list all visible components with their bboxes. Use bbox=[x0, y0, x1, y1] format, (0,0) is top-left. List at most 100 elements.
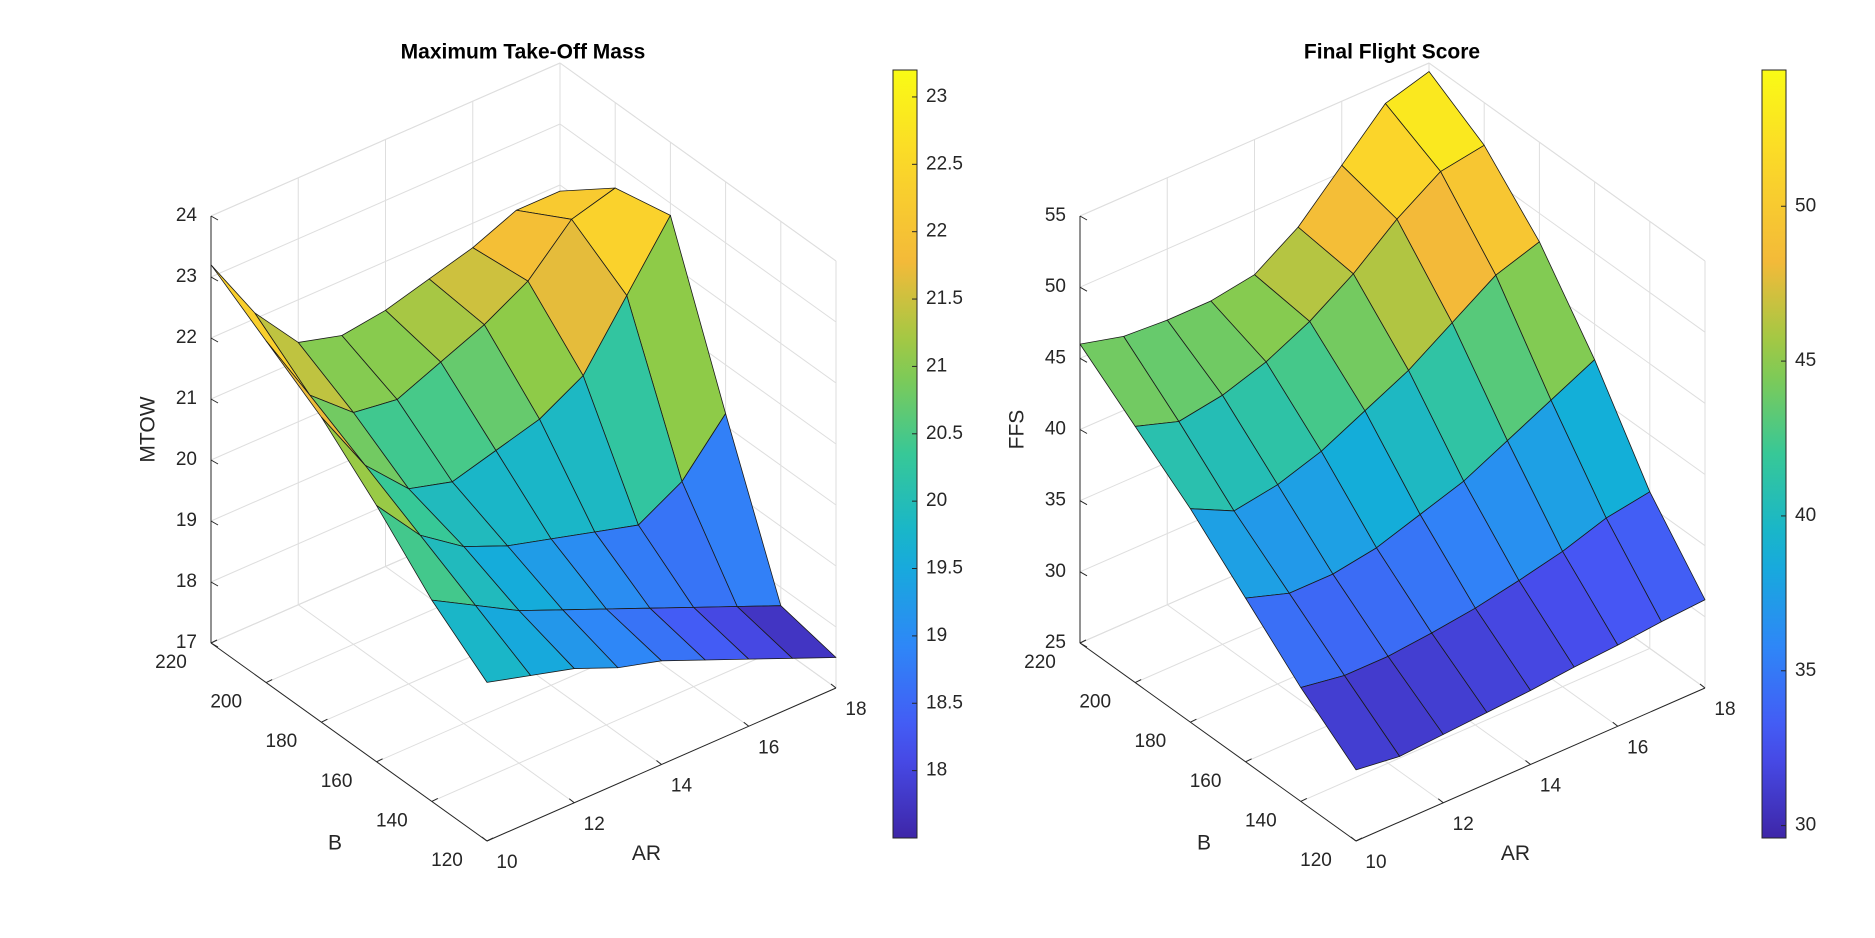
colorbar-tick-label: 22 bbox=[926, 221, 947, 242]
surface-face bbox=[1300, 675, 1401, 771]
x-tick bbox=[1699, 683, 1706, 689]
z-tick bbox=[210, 398, 219, 404]
z-tick bbox=[210, 581, 219, 587]
y-tick bbox=[1190, 718, 1197, 723]
colorbar-tick-label: 45 bbox=[1795, 350, 1816, 371]
x-tick bbox=[656, 760, 662, 765]
y-tick bbox=[1355, 837, 1363, 842]
y-tick-label: 120 bbox=[1300, 850, 1332, 871]
z-tick-label: 30 bbox=[1045, 561, 1066, 582]
colorbar bbox=[1761, 69, 1787, 839]
z-tick-label: 45 bbox=[1045, 347, 1066, 368]
z-tick-label: 23 bbox=[176, 266, 197, 287]
x-tick bbox=[1525, 760, 1531, 765]
colorbar-tick-label: 19.5 bbox=[926, 558, 963, 579]
y-tick-label: 220 bbox=[155, 652, 187, 673]
surface-face bbox=[431, 599, 532, 683]
z-tick bbox=[1079, 571, 1088, 577]
x-tick-label: 18 bbox=[845, 699, 866, 720]
x-tick-label: 12 bbox=[584, 814, 605, 835]
y-tick-label: 220 bbox=[1024, 652, 1056, 673]
colorbar-tick-label: 21 bbox=[926, 355, 947, 376]
z-tick bbox=[210, 276, 219, 282]
y-tick-label: 160 bbox=[321, 771, 353, 792]
colorbar-tick-label: 35 bbox=[1795, 660, 1816, 681]
y-tick-label: 120 bbox=[431, 850, 463, 871]
colorbar-tick-label: 18 bbox=[926, 760, 947, 781]
colorbar-tick-label: 22.5 bbox=[926, 153, 963, 174]
y-tick-label: 180 bbox=[1135, 731, 1167, 752]
z-tick bbox=[210, 459, 219, 465]
z-tick-label: 19 bbox=[176, 510, 197, 531]
z-tick bbox=[1079, 500, 1088, 506]
y-tick bbox=[376, 758, 383, 763]
y-axis bbox=[210, 642, 488, 842]
y-tick-label: 140 bbox=[1245, 810, 1277, 831]
z-tick-label: 24 bbox=[176, 205, 198, 226]
grid-line bbox=[210, 62, 561, 217]
y-axis-label: B bbox=[1197, 832, 1211, 855]
y-tick-label: 140 bbox=[376, 810, 408, 831]
colorbar-tick-label: 18.5 bbox=[926, 692, 963, 713]
grid-line bbox=[559, 62, 837, 262]
z-tick bbox=[210, 642, 219, 648]
z-tick bbox=[1079, 642, 1088, 648]
y-axis-label: B bbox=[328, 832, 342, 855]
x-tick bbox=[1612, 721, 1619, 727]
colorbar bbox=[892, 69, 918, 839]
colorbar-tick-label: 30 bbox=[1795, 815, 1816, 836]
z-tick bbox=[210, 337, 219, 343]
z-tick-label: 25 bbox=[1045, 632, 1066, 653]
x-axis-label: AR bbox=[1501, 842, 1530, 865]
z-tick-label: 21 bbox=[176, 388, 197, 409]
z-tick-label: 22 bbox=[176, 327, 197, 348]
x-tick bbox=[830, 683, 837, 689]
chart-title: Final Flight Score bbox=[1304, 41, 1480, 64]
x-tick-label: 10 bbox=[1365, 852, 1386, 873]
x-tick-label: 10 bbox=[496, 852, 517, 873]
grid-line bbox=[1079, 62, 1430, 217]
y-tick bbox=[210, 639, 218, 644]
z-tick-label: 50 bbox=[1045, 276, 1066, 297]
surface-face bbox=[210, 264, 311, 396]
y-tick-label: 200 bbox=[1079, 692, 1111, 713]
y-tick bbox=[1134, 679, 1142, 684]
colorbar-tick-label: 20 bbox=[926, 490, 947, 511]
y-tick-label: 180 bbox=[266, 731, 298, 752]
x-tick bbox=[1350, 836, 1357, 842]
grid-line bbox=[297, 604, 575, 804]
z-tick-label: 55 bbox=[1045, 205, 1066, 226]
x-tick bbox=[481, 836, 488, 842]
z-axis-label: FFS bbox=[1006, 410, 1029, 450]
x-tick-label: 14 bbox=[671, 776, 693, 797]
z-tick bbox=[1079, 429, 1088, 434]
z-tick-label: 17 bbox=[176, 632, 197, 653]
grid-line bbox=[1428, 62, 1706, 262]
grid-line bbox=[210, 184, 561, 339]
z-tick-label: 20 bbox=[176, 449, 197, 470]
z-tick bbox=[1079, 357, 1088, 363]
z-tick-label: 35 bbox=[1045, 490, 1066, 511]
z-tick bbox=[210, 215, 219, 221]
y-tick-label: 160 bbox=[1190, 771, 1222, 792]
grid-line bbox=[559, 123, 837, 323]
z-axis-label: MTOW bbox=[137, 396, 160, 462]
x-tick-label: 12 bbox=[1453, 814, 1474, 835]
grid-line bbox=[210, 123, 561, 278]
z-tick bbox=[210, 520, 219, 526]
x-tick bbox=[1437, 798, 1444, 804]
colorbar-tick-label: 19 bbox=[926, 625, 947, 646]
colorbar-tick-label: 40 bbox=[1795, 505, 1816, 526]
y-tick bbox=[265, 679, 273, 684]
x-tick-label: 16 bbox=[1627, 737, 1648, 758]
y-tick bbox=[1079, 639, 1087, 644]
z-tick-label: 18 bbox=[176, 571, 197, 592]
chart-title: Maximum Take-Off Mass bbox=[401, 41, 646, 64]
colorbar-tick-label: 20.5 bbox=[926, 423, 963, 444]
grid-line bbox=[1166, 604, 1444, 804]
y-tick bbox=[1300, 797, 1308, 802]
x-tick bbox=[743, 721, 750, 727]
grid-line bbox=[1300, 647, 1651, 802]
